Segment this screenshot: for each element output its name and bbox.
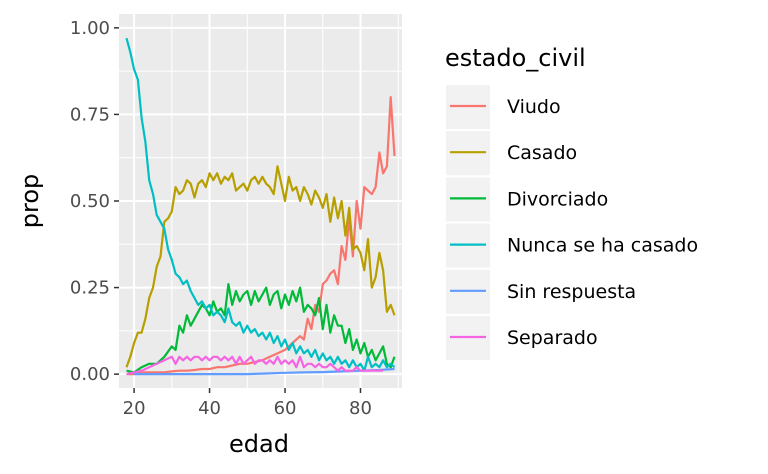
y-tick-label: 0.75	[70, 104, 110, 125]
series-line-casado	[125, 165, 396, 368]
legend-label: Separado	[507, 327, 598, 349]
legend-label: Divorciado	[507, 188, 608, 210]
y-axis-title: prop	[16, 174, 44, 229]
legend-label: Nunca se ha casado	[507, 235, 698, 257]
legend-label: Casado	[507, 142, 577, 164]
series-lines	[125, 37, 396, 376]
series-line-separado	[126, 355, 384, 376]
x-axis: 20 40 60 80	[123, 388, 372, 419]
legend-label: Sin respuesta	[507, 281, 636, 303]
x-axis-title: edad	[229, 430, 289, 458]
legend-label: Viudo	[507, 96, 561, 118]
x-tick-label: 40	[198, 398, 221, 419]
legend: estado_civil Viudo Casado Divorciado Nunca …	[445, 44, 698, 360]
series-line-divorciado	[126, 283, 396, 374]
x-tick-label: 60	[274, 398, 297, 419]
x-tick-label: 20	[123, 398, 146, 419]
y-tick-label: 0.25	[70, 278, 110, 299]
legend-title: estado_civil	[445, 44, 586, 72]
y-tick-label: 1.00	[70, 18, 110, 39]
y-axis: 0.00 0.25 0.50 0.75 1.00	[70, 18, 119, 385]
series-line-viudo	[126, 95, 396, 376]
x-tick-label: 80	[349, 398, 372, 419]
series-line-nunca-se-ha-casado	[125, 37, 396, 372]
y-tick-label: 0.50	[70, 191, 110, 212]
y-tick-label: 0.00	[70, 364, 110, 385]
